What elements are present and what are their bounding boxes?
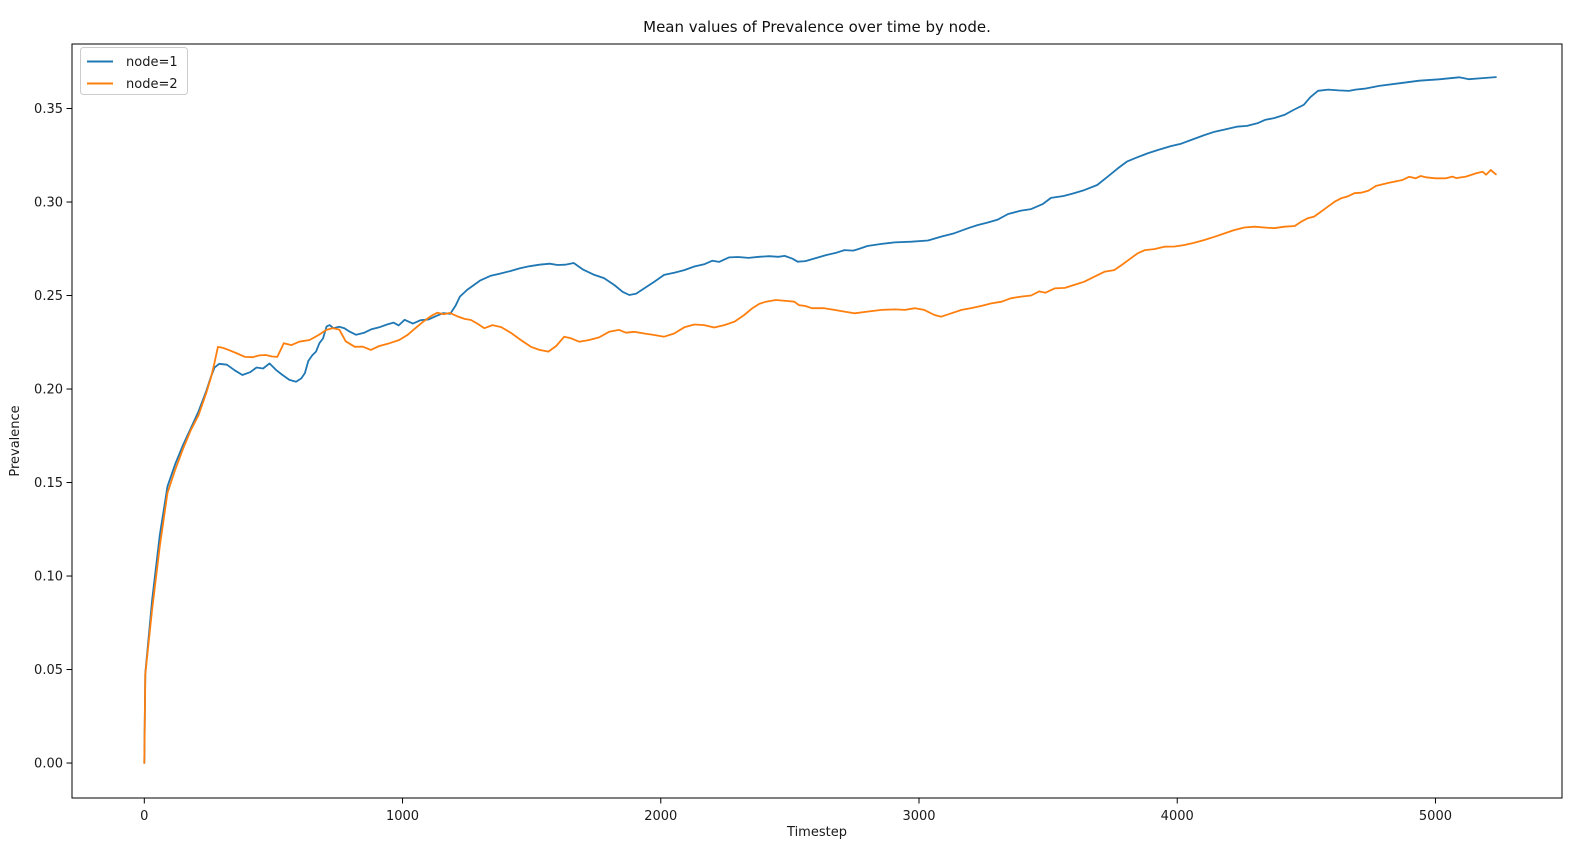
series-group (143, 76, 1497, 764)
x-tick-label: 1000 (386, 809, 419, 824)
y-tick-label: 0.30 (34, 196, 63, 211)
y-axis-label: Prevalence (8, 405, 23, 476)
legend: node=1 node=2 (80, 47, 188, 95)
y-tick-label: 0.05 (34, 663, 63, 678)
legend-label-node-1: node=1 (126, 55, 178, 70)
series-line-node=1 (143, 76, 1497, 764)
x-tick-label: 3000 (902, 809, 935, 824)
x-tick-label: 4000 (1161, 809, 1194, 824)
y-axis-ticks: 0.00 0.05 0.10 0.15 0.20 0.25 0.30 0.35 (34, 102, 72, 772)
x-axis-label: Timestep (786, 825, 847, 840)
y-tick-label: 0.35 (34, 102, 63, 117)
y-tick-label: 0.00 (34, 757, 63, 772)
x-axis-ticks: 0 1000 2000 3000 4000 5000 (140, 798, 1452, 824)
series-line-node=2 (143, 169, 1497, 764)
y-tick-label: 0.15 (34, 476, 63, 491)
x-tick-label: 5000 (1419, 809, 1452, 824)
y-tick-label: 0.20 (34, 383, 63, 398)
y-tick-label: 0.25 (34, 289, 63, 304)
x-tick-label: 2000 (644, 809, 677, 824)
plot-background (72, 44, 1562, 798)
legend-label-node-2: node=2 (126, 77, 178, 92)
y-tick-label: 0.10 (34, 570, 63, 585)
x-tick-label: 0 (140, 809, 148, 824)
chart-title: Mean values of Prevalence over time by n… (643, 18, 991, 36)
axes-frame (71, 43, 1563, 799)
